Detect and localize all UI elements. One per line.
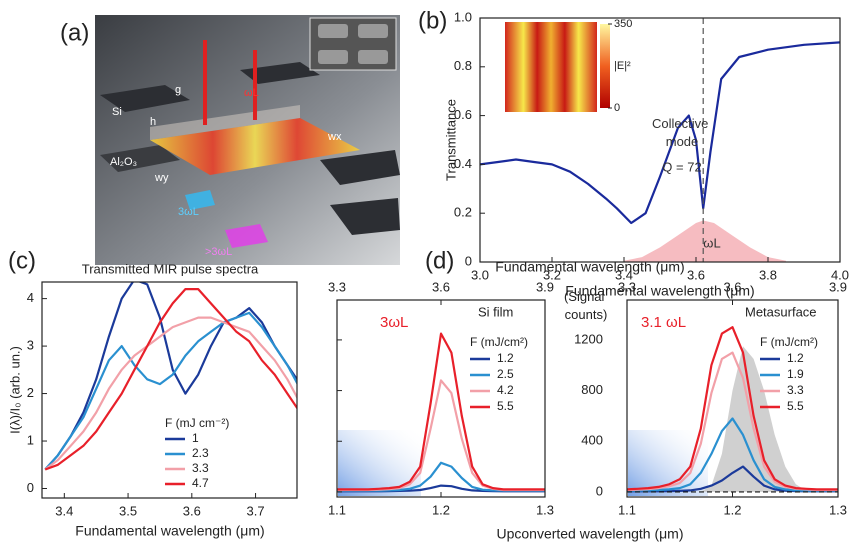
chart-title: Transmitted MIR pulse spectra [82, 261, 259, 276]
annotation: 3ωL [380, 314, 408, 331]
y-tick-label: 1.0 [454, 9, 472, 24]
legend-title: F (mJ/cm²) [760, 335, 818, 349]
y-tick-label: 1 [27, 432, 34, 447]
line [45, 289, 300, 469]
annotation: ωL [703, 235, 720, 250]
x2-tick-label: 3.9 [536, 279, 554, 294]
x2-axis-title: Fundamental wavelength (μm) [495, 259, 684, 275]
x-tick-label: 3.6 [687, 267, 705, 282]
y-axis-title: Transmittance [443, 99, 458, 181]
annotation: 3.1 ωL [641, 314, 686, 331]
y-tick-label: 0.8 [454, 58, 472, 73]
legend-label: 1.2 [497, 351, 514, 365]
illustration-label: Al₂O₃ [110, 156, 137, 168]
annotation: Q = 72 [662, 159, 701, 174]
illustration-label: wx [327, 131, 342, 143]
y-tick-label: 0 [596, 483, 603, 498]
x-tick-label: 1.1 [618, 502, 636, 517]
sem-element [318, 24, 348, 38]
x2-tick-label: 3.9 [829, 279, 847, 294]
y-tick-label: 0 [27, 480, 34, 495]
x2-tick-label: 3.3 [618, 279, 636, 294]
panel-label: (b) [418, 7, 447, 34]
y-tick-label: 0.2 [454, 205, 472, 220]
x-tick-label: 3.5 [119, 503, 137, 518]
x-axis-title: Fundamental wavelength (μm) [75, 523, 264, 539]
legend-title: F (mJ/cm²) [470, 335, 528, 349]
y-tick-label: 4 [27, 290, 34, 305]
sem-element [358, 50, 388, 64]
illustration-label: wy [154, 172, 169, 184]
legend-label: 4.2 [497, 383, 514, 397]
colorbar-label: |E|² [614, 60, 631, 72]
x-tick-label: 3.8 [759, 267, 777, 282]
legend-label: 5.5 [497, 399, 514, 413]
x2-tick-label: 3.3 [328, 279, 346, 294]
illustration-label: g [175, 84, 181, 96]
x-tick-label: 3.6 [183, 503, 201, 518]
legend-label: 2.5 [497, 367, 514, 381]
x-tick-label: 3.4 [55, 503, 73, 518]
y-tick-label: 400 [581, 433, 603, 448]
illustration-label: >3ωL [205, 246, 232, 258]
legend-label: 4.7 [192, 476, 209, 490]
x-tick-label: 1.3 [536, 502, 554, 517]
illustration: (a) Si g h ωL wx Al₂O₃ wy 3ωL >3ωL [60, 15, 400, 265]
plot-frame [42, 282, 297, 498]
sem-element [318, 50, 348, 64]
panel-label: (c) [8, 247, 36, 274]
x-axis-title: Upconverted wavelength (μm) [496, 526, 683, 542]
y-tick-label: 0 [465, 253, 472, 268]
figure: (a) Si g h ωL wx Al₂O₃ wy 3ωL >3ωL 3.03.… [0, 0, 858, 546]
pump-band [338, 430, 421, 496]
y-tick-label: 2 [27, 385, 34, 400]
y-axis-title: I(λ)/I₀ (arb. un.) [7, 346, 22, 434]
legend-title: F (mJ cm⁻²) [165, 416, 229, 430]
x2-tick-label: 3.6 [432, 279, 450, 294]
legend-label: 5.5 [787, 399, 804, 413]
annotation: Si film [478, 304, 513, 319]
y-tick-label: 1200 [574, 331, 603, 346]
illustration-label: ωL [244, 87, 259, 99]
panel-label: (d) [425, 247, 454, 274]
y-axis-title: (Signal counts) [564, 289, 608, 322]
x-tick-label: 1.2 [432, 502, 450, 517]
y-tick-label: 3 [27, 338, 34, 353]
illustration-label: Si [112, 106, 122, 118]
legend-label: 2.3 [192, 446, 209, 460]
y-tick-label: 800 [581, 382, 603, 397]
legend-label: 1.2 [787, 351, 804, 365]
colorbar [600, 24, 610, 108]
illustration-label: h [150, 116, 156, 128]
legend-label: 1 [192, 431, 199, 445]
x-tick-label: 3.0 [471, 267, 489, 282]
x2-tick-label: 3.6 [723, 279, 741, 294]
sem-element [358, 24, 388, 38]
legend-label: 1.9 [787, 367, 804, 381]
panel-label: (a) [60, 19, 89, 46]
colorbar-tick-label: 0 [614, 102, 620, 114]
x-tick-label: 3.7 [247, 503, 265, 518]
x-tick-label: 1.1 [328, 502, 346, 517]
legend-label: 3.3 [787, 383, 804, 397]
x-tick-label: 1.2 [723, 502, 741, 517]
colorbar-tick-label: 350 [614, 18, 632, 30]
illustration-label: 3ωL [178, 206, 199, 218]
x-tick-label: 1.3 [829, 502, 847, 517]
annotation: Metasurface [745, 304, 817, 319]
inset-field-map [505, 22, 597, 112]
legend-label: 3.3 [192, 461, 209, 475]
